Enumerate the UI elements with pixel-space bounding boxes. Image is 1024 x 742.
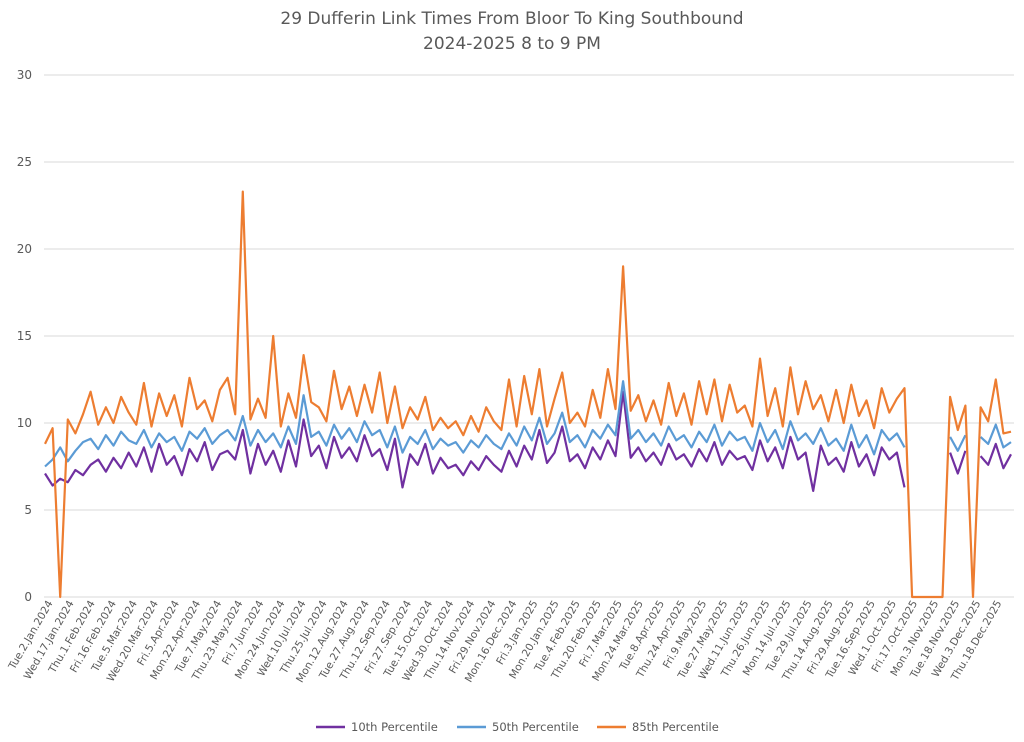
y-tick-label: 15 xyxy=(17,329,32,343)
chart-title: 29 Dufferin Link Times From Bloor To Kin… xyxy=(280,9,743,29)
legend-label-10th: 10th Percentile xyxy=(351,720,438,734)
x-axis: Tue.2.Jan.2024Wed.17.Jan.2024Thu.1.Feb.2… xyxy=(6,598,1005,685)
y-tick-label: 5 xyxy=(24,503,32,517)
y-tick-label: 25 xyxy=(17,155,32,169)
gridlines xyxy=(44,74,1014,598)
series-line-50th xyxy=(44,380,906,468)
y-tick-label: 0 xyxy=(24,590,32,604)
chart-subtitle: 2024-2025 8 to 9 PM xyxy=(423,34,601,54)
series-line-50th xyxy=(979,423,1012,449)
series-line-10th xyxy=(949,450,967,475)
y-tick-label: 30 xyxy=(17,68,32,82)
series-line-10th xyxy=(44,390,906,492)
legend: 10th Percentile 50th Percentile 85th Per… xyxy=(316,720,719,734)
series-lines xyxy=(44,190,1012,599)
y-axis: 0 5 10 15 20 25 30 xyxy=(17,68,32,604)
series-line-85th xyxy=(44,190,1012,599)
series-line-50th xyxy=(949,434,967,452)
legend-label-50th: 50th Percentile xyxy=(492,720,579,734)
y-tick-label: 10 xyxy=(17,416,32,430)
y-tick-label: 20 xyxy=(17,242,32,256)
series-line-10th xyxy=(979,442,1012,470)
legend-label-85th: 85th Percentile xyxy=(632,720,719,734)
